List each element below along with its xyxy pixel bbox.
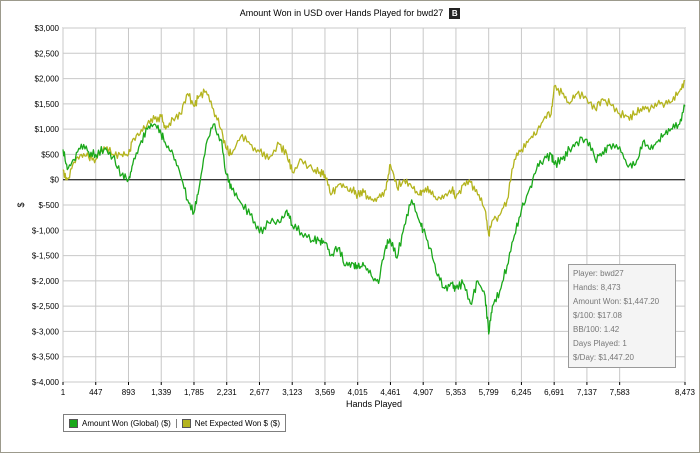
x-tick-label: 1,339	[151, 388, 172, 397]
x-tick-label: 6,245	[511, 388, 532, 397]
x-tick-label: 7,137	[577, 388, 598, 397]
legend-label: Amount Won (Global) ($)	[82, 418, 171, 428]
x-tick-label: 2,231	[217, 388, 238, 397]
y-tick-label: $-3,500	[32, 353, 60, 362]
info-per-100: $/100: $17.08	[573, 311, 622, 320]
x-tick-label: 4,015	[348, 388, 369, 397]
y-tick-label: $-1,500	[32, 252, 60, 261]
y-axis-label: $	[16, 202, 26, 207]
x-axis-label: Hands Played	[346, 399, 402, 409]
y-tick-label: $2,000	[35, 75, 60, 84]
legend-swatch	[181, 418, 191, 428]
stats-info-box: Player: bwd27 Hands: 8,473 Amount Won: $…	[568, 264, 676, 368]
legend-item-expected-won[interactable]: Net Expected Won $ ($)	[175, 418, 285, 428]
y-tick-label: $-2,500	[32, 302, 60, 311]
info-player: Player: bwd27	[573, 269, 624, 278]
legend-label: Net Expected Won $ ($)	[194, 418, 281, 428]
x-tick-label: 893	[122, 388, 136, 397]
y-tick-label: $-500	[39, 201, 60, 210]
info-bb-100: BB/100: 1.42	[573, 325, 620, 334]
y-tick-label: $3,000	[35, 24, 60, 33]
series-line-net-expected-won-	[62, 79, 686, 237]
y-tick-label: $-2,000	[32, 277, 60, 286]
info-per-day: $/Day: $1,447.20	[573, 353, 634, 362]
y-tick-label: $-3,000	[32, 327, 60, 336]
chart-title-row: Amount Won in USD over Hands Played for …	[0, 8, 700, 20]
x-tick-label: 2,677	[249, 388, 270, 397]
info-hands: Hands: 8,473	[573, 283, 621, 292]
y-tick-label: $1,000	[35, 125, 60, 134]
x-tick-label: 5,353	[446, 388, 467, 397]
info-days: Days Played: 1	[573, 339, 627, 348]
x-tick-label: 6,691	[544, 388, 565, 397]
x-tick-label: 3,569	[315, 388, 336, 397]
x-tick-label: 5,799	[479, 388, 500, 397]
x-tick-label: 1,785	[184, 388, 205, 397]
y-tick-label: $1,500	[35, 100, 60, 109]
x-tick-label: 3,123	[282, 388, 303, 397]
x-tick-label: 4,907	[413, 388, 434, 397]
b-icon[interactable]: B	[449, 8, 461, 20]
x-tick-label: 7,583	[610, 388, 631, 397]
x-tick-label: 4,461	[380, 388, 401, 397]
legend-swatch	[69, 418, 78, 428]
y-tick-label: $-1,000	[32, 226, 60, 235]
y-tick-label: $-4,000	[32, 378, 60, 387]
y-tick-label: $0	[50, 176, 59, 185]
series-line-amount-won-global-	[62, 104, 686, 335]
x-tick-label: 8,473	[675, 388, 696, 397]
info-amount-won: Amount Won: $1,447.20	[573, 297, 660, 306]
y-tick-label: $2,500	[35, 49, 60, 58]
x-tick-label: 1	[61, 388, 66, 397]
legend: Amount Won (Global) ($) Net Expected Won…	[63, 414, 287, 432]
y-tick-label: $500	[41, 150, 59, 159]
legend-item-amount-won[interactable]: Amount Won (Global) ($)	[64, 418, 176, 428]
x-tick-label: 447	[89, 388, 103, 397]
chart-title: Amount Won in USD over Hands Played for …	[239, 8, 444, 18]
